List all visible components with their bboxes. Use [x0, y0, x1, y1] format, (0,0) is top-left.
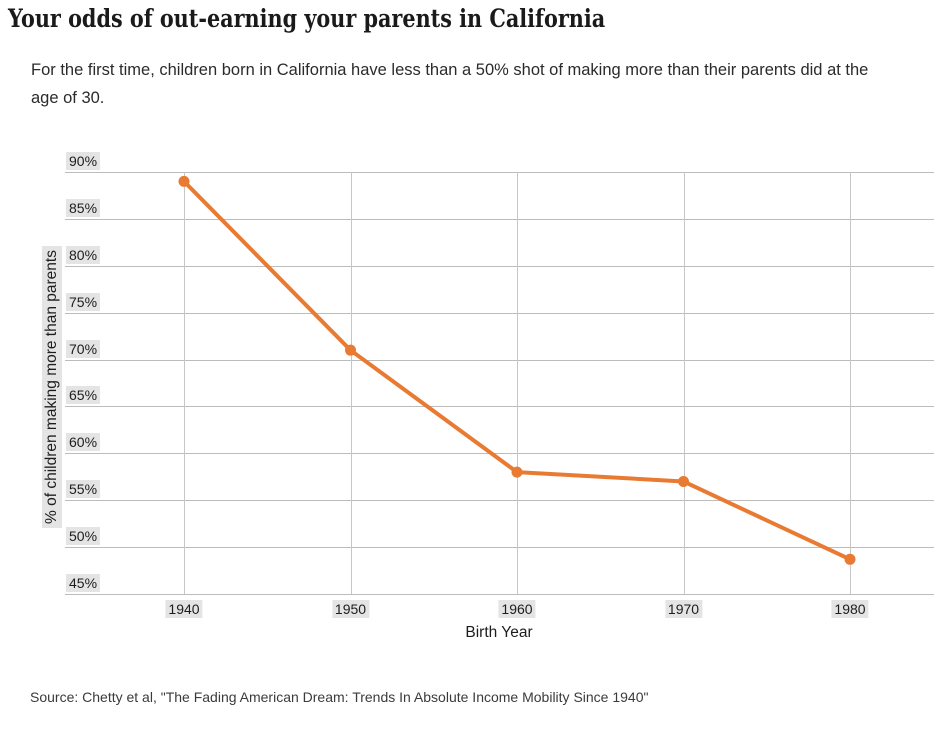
- gridline-vertical: [850, 172, 851, 594]
- page-subtitle: For the first time, children born in Cal…: [31, 61, 869, 107]
- y-tick-label: 60%: [66, 433, 101, 452]
- line-chart: % of children making more than parents B…: [0, 140, 940, 660]
- gridline-horizontal: [65, 172, 934, 173]
- series-plot: [178, 175, 856, 565]
- y-tick-label: 75%: [66, 292, 101, 311]
- gridline-horizontal: [65, 500, 934, 502]
- source-note: Source: Chetty et al, "The Fading Americ…: [30, 689, 649, 705]
- gridline-vertical: [350, 172, 352, 594]
- gridline-horizontal: [65, 312, 934, 314]
- data-point-1940: [178, 175, 190, 187]
- y-tick-label: 80%: [66, 245, 101, 264]
- gridline-vertical: [683, 172, 685, 594]
- gridline-vertical: [184, 172, 185, 594]
- x-axis-title: Birth Year: [465, 624, 533, 641]
- y-tick-label: 85%: [66, 198, 101, 217]
- x-tick-label: 1980: [831, 600, 869, 618]
- data-point-1960: [511, 466, 523, 478]
- x-tick-label: 1960: [498, 600, 536, 618]
- x-tick-label: 1970: [664, 600, 703, 618]
- gridline-horizontal: [65, 265, 934, 267]
- y-tick-label: 90%: [66, 152, 101, 170]
- gridline-horizontal: [65, 406, 934, 408]
- gridline-vertical: [517, 172, 518, 594]
- y-tick-label: 65%: [66, 386, 101, 405]
- y-tick-label: 70%: [66, 339, 101, 358]
- gridline-horizontal: [65, 594, 934, 595]
- x-tick-label: 1950: [331, 600, 370, 618]
- data-point-1950: [345, 344, 356, 356]
- y-tick-label: 55%: [66, 480, 101, 499]
- data-point-1980: [844, 553, 856, 565]
- page-title: Your odds of out-earning your parents in…: [8, 4, 606, 33]
- gridline-horizontal: [65, 453, 934, 455]
- y-axis-title: % of children making more than parents: [42, 246, 62, 528]
- series-line: [182, 179, 852, 562]
- gridline-horizontal: [65, 218, 934, 220]
- x-tick-label: 1940: [165, 600, 203, 618]
- gridline-horizontal: [65, 359, 934, 361]
- gridline-horizontal: [65, 547, 934, 549]
- y-tick-label: 45%: [66, 574, 101, 592]
- y-tick-label: 50%: [66, 527, 101, 546]
- data-point-1970: [678, 475, 689, 487]
